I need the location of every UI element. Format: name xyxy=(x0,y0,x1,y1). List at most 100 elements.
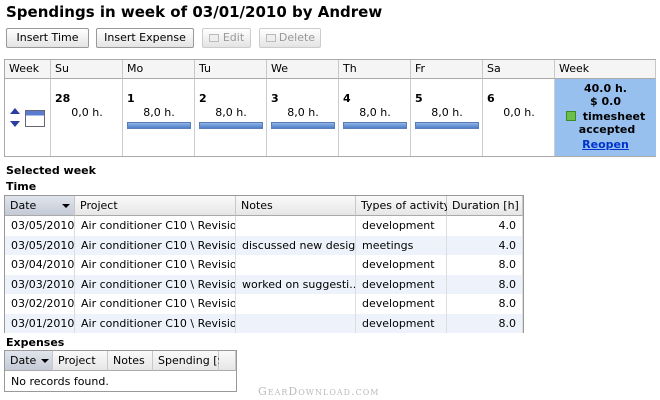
day-hours: 8,0 h. xyxy=(287,106,319,119)
calendar-icon[interactable] xyxy=(25,110,45,127)
column-header[interactable]: Date xyxy=(5,351,53,371)
watermark: GearDownload.com xyxy=(258,385,380,398)
calendar-header: Sa xyxy=(483,60,555,79)
day-hours: 8,0 h. xyxy=(359,106,391,119)
toolbar-button[interactable]: Insert Time xyxy=(6,28,89,48)
table-cell: 4.0 xyxy=(447,235,523,255)
day-hours: 8,0 h. xyxy=(431,106,463,119)
prev-week-arrow[interactable] xyxy=(10,108,20,114)
table-cell: 03/04/2010 xyxy=(5,255,75,275)
table-cell: 03/05/2010 xyxy=(5,235,75,255)
table-cell: meetings xyxy=(356,235,447,255)
calendar-header: Fr xyxy=(411,60,483,79)
table-cell xyxy=(236,294,356,314)
table-cell: Air conditioner C10 \ Revision 2 xyxy=(75,255,236,275)
toolbar-button: Edit xyxy=(202,28,251,48)
table-cell: development xyxy=(356,255,447,275)
table-cell: 03/01/2010 xyxy=(5,313,75,333)
day-bar xyxy=(127,122,191,129)
calendar-header: Su xyxy=(51,60,123,79)
toolbar-button[interactable]: Insert Expense xyxy=(96,28,194,48)
table-cell: discussed new design xyxy=(236,235,356,255)
page-title: Spendings in week of 03/01/2010 by Andre… xyxy=(6,3,383,21)
day-bar xyxy=(271,122,335,129)
table-cell: 03/05/2010 xyxy=(5,216,75,236)
day-number: 1 xyxy=(127,92,135,105)
empty-message: No records found. xyxy=(11,375,109,388)
column-header[interactable]: Spending [$] xyxy=(153,351,229,371)
day-number: 4 xyxy=(343,92,351,105)
table-cell: 8.0 xyxy=(447,294,523,314)
table-cell: development xyxy=(356,274,447,294)
column-header[interactable]: Types of activity xyxy=(356,196,450,216)
column-header[interactable]: Date xyxy=(5,196,75,216)
summary-hours: 40.0 h. xyxy=(584,82,627,95)
section-label: Selected week xyxy=(6,164,96,177)
section-label: Expenses xyxy=(6,336,65,349)
day-cell: 4 8,0 h. xyxy=(339,79,411,156)
table-cell: Air conditioner C10 \ Revision 2 xyxy=(75,294,236,314)
day-cell: 5 8,0 h. xyxy=(411,79,483,156)
day-bar xyxy=(199,122,263,129)
table-cell: worked on suggesti.. xyxy=(236,274,356,294)
week-summary: 40.0 h. $ 0.0 timesheet accepted Reopen xyxy=(555,79,656,156)
table-cell: 03/03/2010 xyxy=(5,274,75,294)
table-cell: 8.0 xyxy=(447,313,523,333)
table-cell xyxy=(236,313,356,333)
summary-status: timesheet accepted xyxy=(578,110,646,136)
table-cell xyxy=(236,255,356,275)
day-number: 28 xyxy=(55,92,71,105)
table-cell: Air conditioner C10 \ Revision 2 xyxy=(75,274,236,294)
accepted-check xyxy=(566,111,576,121)
column-header[interactable]: Project xyxy=(53,351,108,371)
reopen-link[interactable]: Reopen xyxy=(582,138,629,151)
sort-arrow xyxy=(41,359,49,363)
section-label: Time xyxy=(6,180,37,193)
expenses-table: Date Project Notes Spending [$] No records f… xyxy=(4,350,237,392)
calendar-header: We xyxy=(267,60,339,79)
day-bar xyxy=(415,122,479,129)
column-header[interactable]: Notes xyxy=(108,351,153,371)
column-header[interactable]: Project xyxy=(75,196,236,216)
calendar-header: Mo xyxy=(123,60,195,79)
day-number: 2 xyxy=(199,92,207,105)
day-bar xyxy=(343,122,407,129)
day-cell: 3 8,0 h. xyxy=(267,79,339,156)
button-icon xyxy=(209,34,219,42)
day-number: 3 xyxy=(271,92,279,105)
day-number: 5 xyxy=(415,92,423,105)
day-cell: 1 8,0 h. xyxy=(123,79,195,156)
button-icon xyxy=(266,34,276,42)
day-hours: 8,0 h. xyxy=(143,106,175,119)
table-cell: development xyxy=(356,313,447,333)
column-header[interactable]: Notes xyxy=(236,196,356,216)
week-calendar: Week Su Mo Tu We Th Fr Sa Week 28 0,0 h. 1 8,0 h. 2 8,… xyxy=(4,59,656,157)
column-header[interactable]: Duration [h] xyxy=(447,196,523,216)
day-cell: 28 0,0 h. xyxy=(51,79,123,156)
week-nav xyxy=(5,79,51,156)
table-cell xyxy=(236,216,356,236)
table-cell: Air conditioner C10 \ Revision 2 xyxy=(75,235,236,255)
day-cell: 6 0,0 h. xyxy=(483,79,555,156)
toolbar-button: Delete xyxy=(259,28,321,48)
calendar-header: Week xyxy=(555,60,656,79)
day-hours: 0,0 h. xyxy=(71,106,103,119)
day-hours: 0,0 h. xyxy=(503,106,535,119)
calendar-header: Week xyxy=(5,60,51,79)
sort-arrow xyxy=(62,204,70,208)
summary-money: $ 0.0 xyxy=(590,95,621,108)
calendar-header: Th xyxy=(339,60,411,79)
time-table: Date Project Notes Types of activity Duratio… xyxy=(4,195,524,333)
next-week-arrow[interactable] xyxy=(10,121,20,127)
table-cell: 8.0 xyxy=(447,274,523,294)
day-hours: 8,0 h. xyxy=(215,106,247,119)
day-cell: 2 8,0 h. xyxy=(195,79,267,156)
